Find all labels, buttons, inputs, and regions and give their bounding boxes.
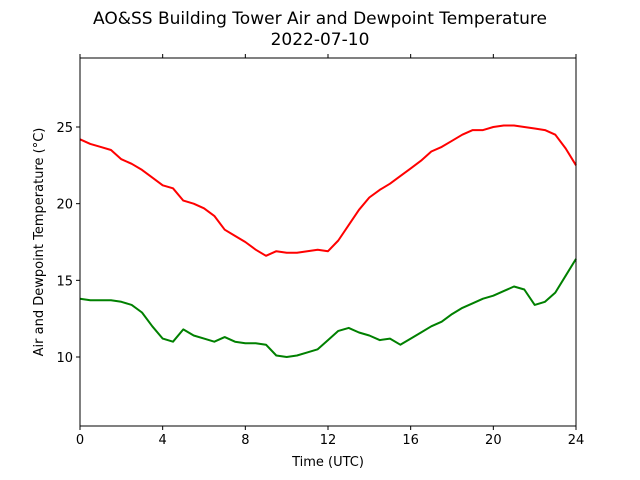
x-tick-label: 20 bbox=[485, 433, 502, 448]
chart-title: AO&SS Building Tower Air and Dewpoint Te… bbox=[93, 9, 547, 29]
x-axis-ticks: 0 4 8 12 16 20 24 bbox=[76, 54, 584, 448]
chart-subtitle: 2022-07-10 bbox=[271, 30, 370, 50]
x-axis-label: Time (UTC) bbox=[291, 455, 364, 470]
y-axis-label: Air and Dewpoint Temperature (°C) bbox=[32, 128, 47, 357]
y-tick-label: 25 bbox=[56, 121, 73, 136]
y-tick-label: 20 bbox=[56, 198, 73, 213]
series-layer bbox=[79, 124, 577, 358]
y-tick-label: 10 bbox=[56, 351, 73, 366]
x-tick-label: 4 bbox=[159, 433, 167, 448]
series-line-1 bbox=[79, 258, 577, 358]
x-tick-label: 24 bbox=[568, 433, 585, 448]
x-tick-label: 8 bbox=[241, 433, 249, 448]
y-tick-label: 15 bbox=[56, 274, 73, 289]
x-tick-label: 0 bbox=[76, 433, 84, 448]
x-tick-label: 12 bbox=[320, 433, 337, 448]
x-tick-label: 16 bbox=[402, 433, 419, 448]
series-line-0 bbox=[79, 124, 577, 257]
y-axis-ticks: 10 15 20 25 bbox=[56, 121, 80, 366]
